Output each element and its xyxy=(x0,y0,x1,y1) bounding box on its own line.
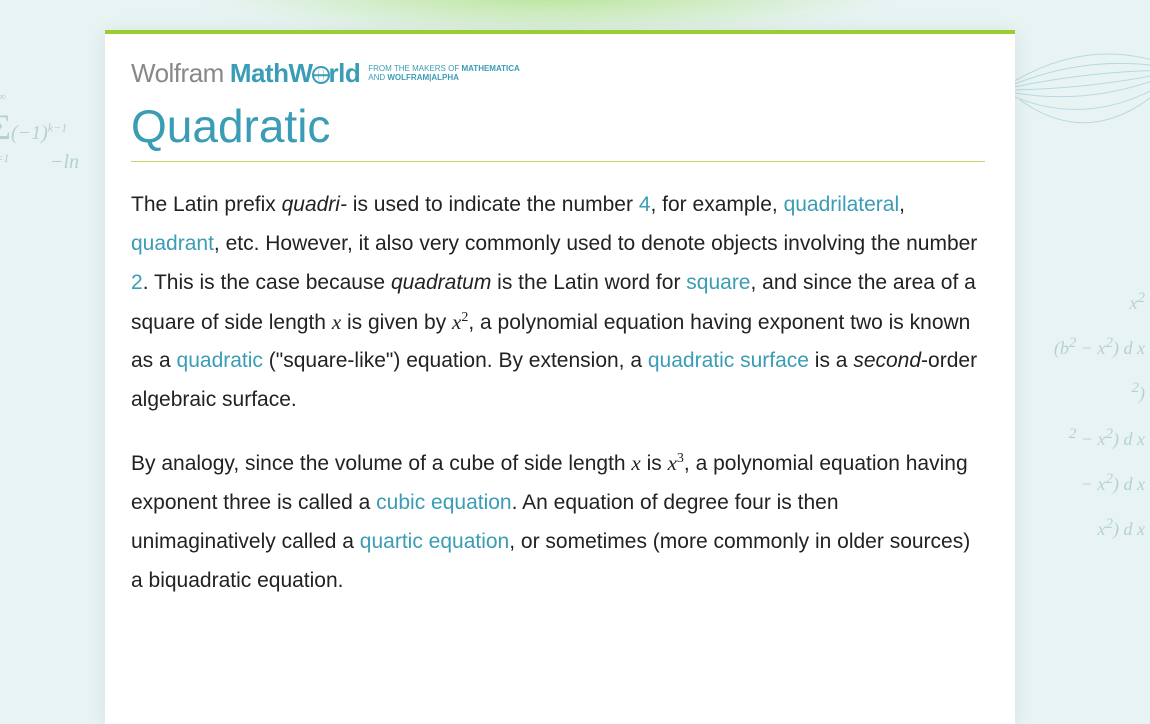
link-4[interactable]: 4 xyxy=(639,193,651,216)
page-title: Quadratic xyxy=(131,99,985,153)
paragraph-2: By analogy, since the volume of a cube o… xyxy=(131,444,985,600)
link-2[interactable]: 2 xyxy=(131,271,143,294)
math-x-squared: x2 xyxy=(452,310,468,334)
paragraph-1: The Latin prefix quadri- is used to indi… xyxy=(131,186,985,420)
link-quadratic-surface[interactable]: quadratic surface xyxy=(648,349,809,372)
link-quadrant[interactable]: quadrant xyxy=(131,232,214,255)
link-quadratic[interactable]: quadratic xyxy=(177,349,263,372)
link-cubic-equation[interactable]: cubic equation xyxy=(376,491,511,514)
math-x: x xyxy=(332,310,341,334)
link-quadrilateral[interactable]: quadrilateral xyxy=(784,193,900,216)
logo-tagline: FROM THE MAKERS OF MATHEMATICA AND WOLFR… xyxy=(368,65,520,83)
content-card: Wolfram MathWrld FROM THE MAKERS OF MATH… xyxy=(105,30,1015,724)
globe-icon xyxy=(312,66,330,84)
math-x-2: x xyxy=(631,451,640,475)
link-quartic-equation[interactable]: quartic equation xyxy=(360,530,509,553)
article-body: The Latin prefix quadri- is used to indi… xyxy=(131,186,985,600)
math-x-cubed: x3 xyxy=(668,451,684,475)
logo-mathworld-text: MathWrld xyxy=(230,58,360,89)
logo-wolfram-text: Wolfram xyxy=(131,58,224,89)
title-underline xyxy=(131,161,985,162)
bg-math-right: x2 (b2 − x2) d x 2) 2 − x2) d x − x2) d … xyxy=(1054,280,1145,551)
link-square[interactable]: square xyxy=(686,271,750,294)
bg-math-left: ∞ Σ(−1)k−1 k=1 −ln xyxy=(0,90,79,175)
site-logo[interactable]: Wolfram MathWrld FROM THE MAKERS OF MATH… xyxy=(131,58,985,89)
